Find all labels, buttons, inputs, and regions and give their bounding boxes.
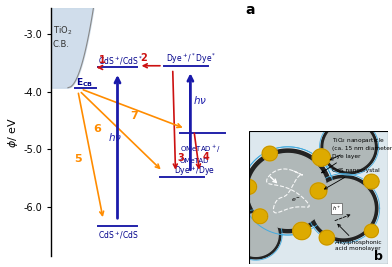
Text: TiO$_2$: TiO$_2$ <box>53 25 72 37</box>
Text: CdS$^+$/CdS: CdS$^+$/CdS <box>98 229 139 241</box>
Text: $h^+$: $h^+$ <box>332 204 341 213</box>
Text: a: a <box>245 3 254 17</box>
Text: CdS$^+$/CdS$^*$: CdS$^+$/CdS$^*$ <box>98 54 143 66</box>
Text: C.B.: C.B. <box>53 40 70 49</box>
Polygon shape <box>309 175 378 241</box>
Text: $e^-$: $e^-$ <box>291 196 301 204</box>
Polygon shape <box>241 180 257 194</box>
Text: $h\nu$: $h\nu$ <box>107 131 122 143</box>
Text: Dye$^+$/$^*$Dye$^*$: Dye$^+$/$^*$Dye$^*$ <box>165 52 216 66</box>
Y-axis label: $\phi$/ eV: $\phi$/ eV <box>6 117 20 148</box>
Text: 3: 3 <box>178 153 184 163</box>
Polygon shape <box>321 120 377 174</box>
Polygon shape <box>313 179 374 238</box>
Text: Alkylphosphonic
acid monolayer: Alkylphosphonic acid monolayer <box>335 224 383 251</box>
Text: $\mathbf{E_{CB}}$: $\mathbf{E_{CB}}$ <box>76 76 94 89</box>
Text: TiO$_2$ nanoparticle
(ca. 15 nm diameter): TiO$_2$ nanoparticle (ca. 15 nm diameter… <box>330 136 392 160</box>
Text: Dye$^+$/Dye: Dye$^+$/Dye <box>174 164 215 178</box>
Text: Dye layer: Dye layer <box>321 154 361 173</box>
Polygon shape <box>312 149 330 166</box>
Text: b: b <box>374 250 383 263</box>
Text: $h\nu$: $h\nu$ <box>193 94 207 106</box>
Polygon shape <box>293 222 311 239</box>
Text: 5: 5 <box>74 155 82 164</box>
Polygon shape <box>231 211 281 259</box>
Text: 2: 2 <box>141 53 147 63</box>
Polygon shape <box>365 224 378 238</box>
Polygon shape <box>234 214 278 256</box>
Text: 7: 7 <box>130 111 138 121</box>
Polygon shape <box>310 183 327 199</box>
Polygon shape <box>324 123 374 171</box>
Text: OMeTAD: OMeTAD <box>180 158 209 164</box>
Polygon shape <box>249 154 327 228</box>
Text: 1: 1 <box>98 55 105 65</box>
Text: OMeTAD$^+$/: OMeTAD$^+$/ <box>180 143 221 155</box>
Polygon shape <box>249 131 388 264</box>
Polygon shape <box>252 209 268 223</box>
Polygon shape <box>244 149 332 233</box>
Polygon shape <box>262 146 278 161</box>
Text: 4: 4 <box>202 152 209 162</box>
Text: CdS nanocrystal: CdS nanocrystal <box>325 168 380 189</box>
Polygon shape <box>364 174 379 189</box>
Polygon shape <box>319 230 334 245</box>
Text: 6: 6 <box>93 124 101 135</box>
